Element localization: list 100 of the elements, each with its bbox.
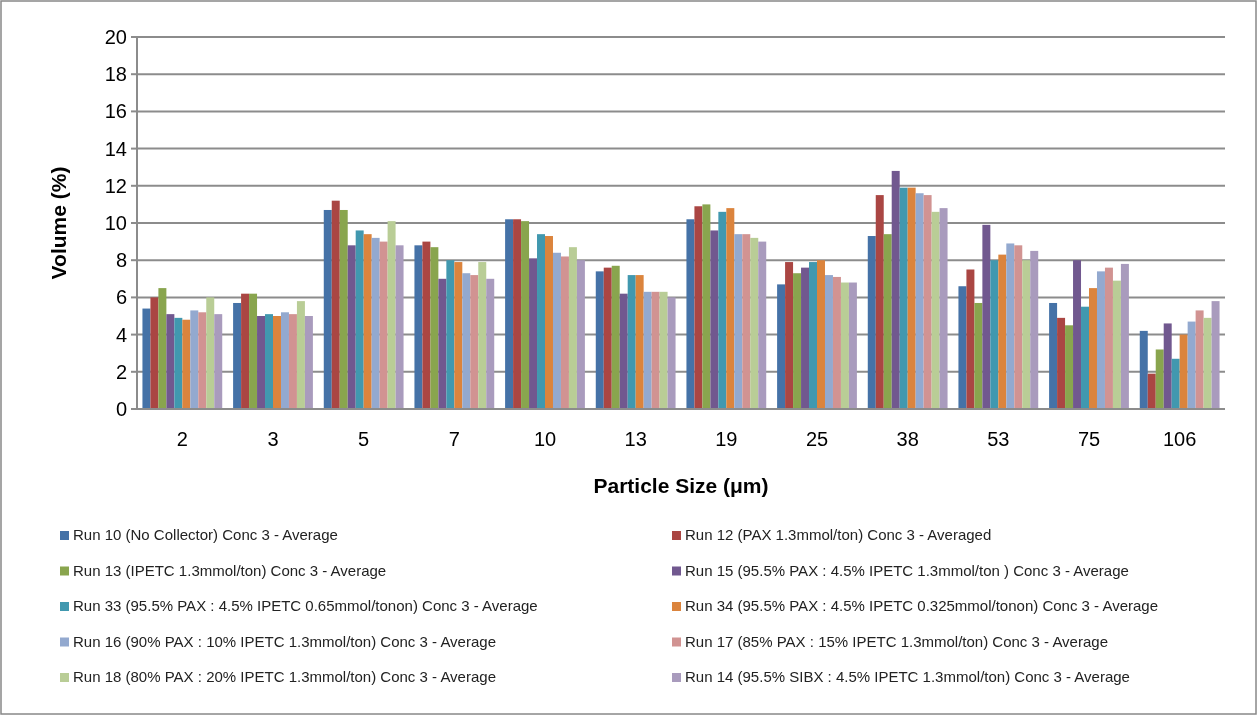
bar — [875, 195, 884, 409]
bar — [206, 297, 215, 409]
bar — [304, 316, 313, 409]
bar — [801, 267, 810, 409]
bar — [817, 260, 825, 409]
bar — [198, 312, 207, 409]
bar — [560, 256, 569, 409]
bar — [379, 241, 388, 409]
bar — [667, 297, 676, 409]
bar — [537, 234, 545, 409]
x-tick-label: 13 — [624, 428, 647, 450]
bar — [603, 267, 612, 409]
bar — [446, 260, 455, 409]
bar — [726, 208, 735, 409]
y-tick-label: 14 — [104, 137, 127, 160]
bar — [939, 208, 948, 409]
bar — [619, 293, 628, 409]
bar — [635, 275, 644, 409]
bar — [1147, 373, 1156, 409]
legend-label: Run 16 (90% PAX : 10% IPETC 1.3mmol/ton) Conc 3 - Average — [73, 632, 496, 650]
bar — [1065, 325, 1074, 409]
bar — [1195, 310, 1204, 409]
bar — [1187, 321, 1196, 409]
x-tick-label: 7 — [448, 428, 460, 450]
x-tick-label: 106 — [1162, 428, 1197, 450]
bar — [414, 245, 423, 409]
y-axis-title: Volume (%) — [47, 166, 70, 280]
x-tick-label: 3 — [267, 428, 279, 450]
bar — [785, 262, 794, 409]
bar — [158, 288, 167, 409]
bar — [758, 241, 767, 409]
bar — [750, 237, 759, 409]
bar — [257, 316, 266, 409]
bar — [576, 260, 585, 409]
y-tick-label: 8 — [115, 249, 127, 272]
bar — [734, 234, 743, 409]
bar — [867, 236, 876, 409]
bar — [793, 273, 802, 409]
bar — [659, 291, 668, 409]
bar — [702, 204, 711, 409]
bar — [923, 195, 932, 409]
bar — [190, 310, 199, 409]
bar — [848, 282, 857, 409]
bar — [1171, 358, 1180, 409]
bar — [1120, 263, 1129, 409]
bar — [331, 200, 340, 409]
bar — [1057, 317, 1066, 409]
bar — [265, 314, 273, 409]
y-tick-label: 2 — [115, 360, 127, 383]
bar — [430, 247, 439, 409]
bar — [478, 262, 487, 409]
bar — [182, 319, 191, 409]
bar — [891, 170, 900, 409]
bar — [718, 211, 727, 409]
y-tick-label: 10 — [104, 212, 127, 234]
bar — [809, 262, 817, 409]
bar — [438, 278, 447, 409]
bar — [233, 302, 242, 409]
y-tick-label: 16 — [104, 100, 127, 123]
bar — [1096, 271, 1105, 409]
x-tick-label: 2 — [176, 428, 188, 450]
bar — [1163, 323, 1172, 409]
bar — [462, 273, 471, 409]
bar — [347, 245, 356, 409]
legend-label: Run 13 (IPETC 1.3mmol/ton) Conc 3 - Average — [73, 561, 387, 579]
x-tick-label: 38 — [896, 428, 919, 450]
bar — [1203, 317, 1212, 409]
bar — [422, 241, 431, 409]
x-tick-label: 19 — [715, 428, 738, 450]
y-tick-label: 0 — [115, 398, 127, 420]
bar — [1179, 334, 1188, 409]
bar — [651, 291, 660, 409]
bar — [1030, 250, 1039, 409]
bar — [214, 314, 223, 409]
bar — [470, 275, 479, 409]
legend-label: Run 33 (95.5% PAX : 4.5% IPETC 0.65mmol/tonon) Conc 3 - Average — [73, 597, 538, 614]
bar — [545, 236, 553, 409]
bar — [966, 269, 975, 409]
bar — [241, 293, 250, 409]
bar — [296, 301, 305, 409]
bar — [824, 275, 833, 409]
bar — [1211, 301, 1220, 409]
x-tick-label: 5 — [358, 428, 370, 450]
bar — [273, 316, 281, 409]
bar — [974, 302, 983, 409]
bar — [1081, 306, 1089, 409]
bar — [552, 252, 561, 409]
x-tick-label: 75 — [1077, 428, 1101, 450]
bar — [742, 234, 751, 409]
bar — [611, 265, 620, 409]
bar — [1089, 288, 1097, 409]
bar — [166, 314, 175, 409]
legend-label: Run 15 (95.5% PAX : 4.5% IPETC 1.3mmol/ton ) Conc 3 - Average — [685, 561, 1129, 579]
y-tick-label: 20 — [104, 26, 127, 48]
bar — [998, 254, 1007, 409]
bar — [323, 209, 332, 409]
bar — [710, 230, 719, 409]
y-tick-label: 18 — [104, 63, 127, 86]
bar — [832, 276, 841, 409]
bar — [355, 230, 364, 409]
